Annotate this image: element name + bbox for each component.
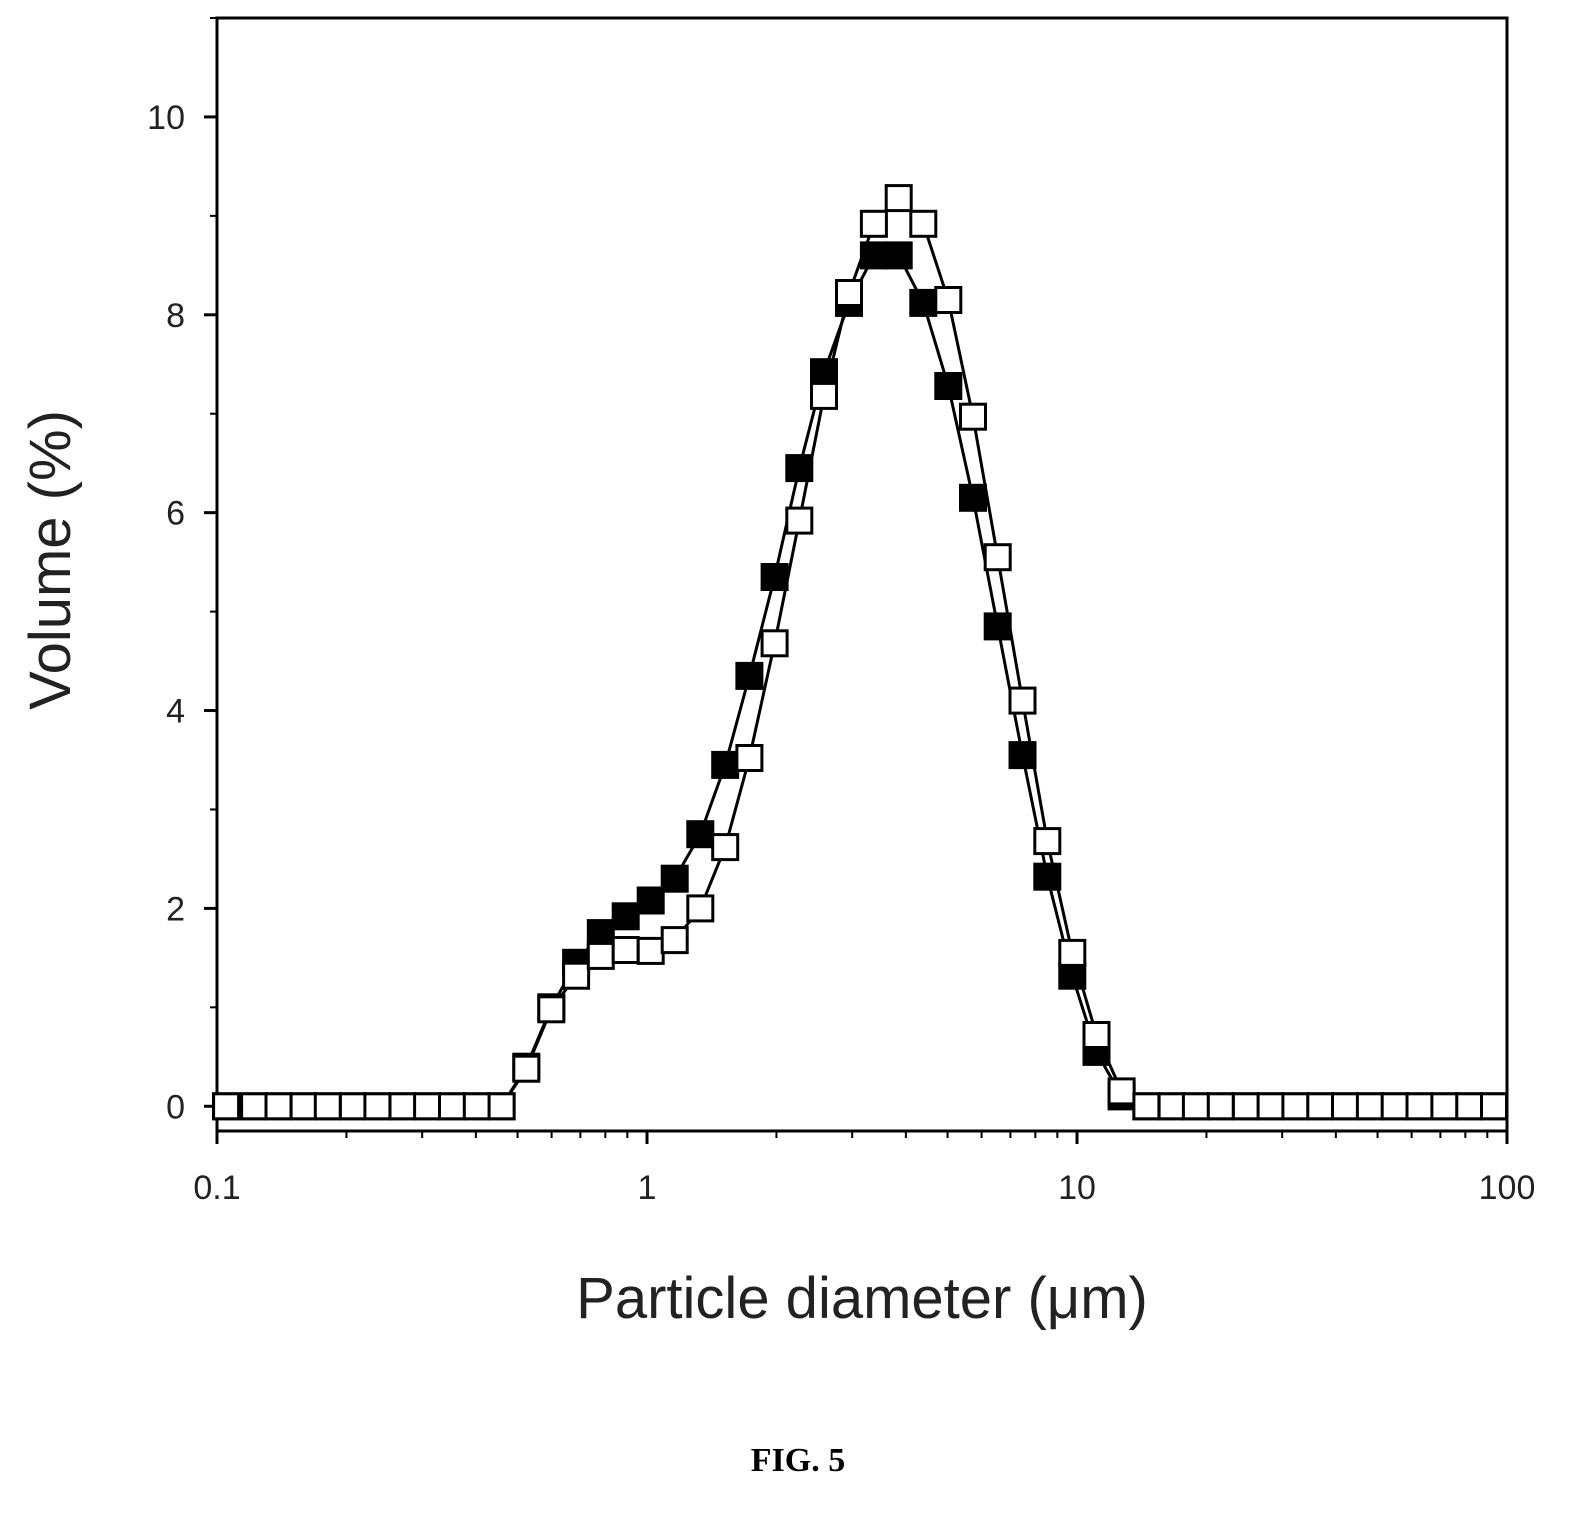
series-layer [212,184,1508,1121]
series-line [226,195,1494,1108]
data-point [512,1054,541,1083]
data-point [586,919,615,948]
data-point [462,1092,491,1121]
data-point [859,209,888,238]
data-point [785,506,814,535]
data-point [785,454,814,483]
data-point [1480,1092,1508,1121]
y-tick-label: 4 [166,693,185,731]
data-point [686,820,715,849]
axis-ticks: 0.1 1 10 100 0 2 4 6 8 10 [147,17,1536,1207]
y-tick-label: 8 [166,297,185,335]
data-point [1331,1092,1359,1121]
data-point [711,750,740,779]
data-point [686,894,715,923]
data-point [959,483,987,512]
y-tick-label: 0 [166,1088,185,1126]
figure-caption: FIG. 5 [750,1442,846,1479]
data-point [760,563,789,591]
data-point [934,372,963,400]
data-point [636,886,665,915]
data-point [487,1092,516,1121]
data-point [909,209,938,238]
data-point [884,184,913,213]
data-point [636,936,665,965]
data-point [388,1092,417,1121]
data-point [835,279,863,307]
data-point [959,402,987,431]
data-point [240,1092,269,1121]
data-point [810,381,838,410]
plot-frame [215,16,1509,1133]
data-point [660,926,689,955]
data-point [1033,827,1062,856]
x-tick-label: 1 [638,1169,657,1207]
x-tick-label: 0.1 [193,1169,240,1207]
data-point [611,902,640,931]
data-point [1206,1092,1235,1121]
data-point [983,543,1012,572]
data-point [1306,1092,1335,1121]
data-point [735,661,764,690]
data-point [537,995,566,1024]
x-tick-label: 100 [1479,1169,1536,1207]
data-point [1455,1092,1484,1121]
data-point [1058,938,1087,967]
data-point [760,629,789,658]
data-point [711,833,740,862]
data-point [1355,1092,1384,1121]
data-point [735,744,764,772]
data-point [289,1092,318,1121]
data-point [1380,1092,1409,1121]
data-point [1256,1092,1285,1121]
data-point [1008,686,1037,715]
data-point [1132,1092,1161,1121]
series-line [226,253,1494,1108]
data-point [1157,1092,1186,1121]
data-point [438,1092,466,1121]
x-axis-title: Particle diameter (μm) [576,1266,1148,1331]
data-point [212,1092,241,1121]
data-point [884,241,913,270]
data-point [934,286,963,314]
data-point [611,936,640,964]
data-point [1430,1092,1459,1121]
y-tick-label: 6 [166,495,185,533]
data-point [313,1092,342,1121]
data-point [660,864,689,893]
series-1 [212,241,1508,1121]
data-point [1082,1021,1111,1049]
data-point [983,612,1012,641]
y-tick-label: 2 [166,890,185,928]
data-point [413,1092,442,1121]
x-tick-label: 10 [1058,1169,1096,1207]
y-tick-label: 10 [147,99,185,137]
data-point [909,288,938,317]
series-2 [212,184,1508,1121]
data-point [1107,1077,1136,1106]
data-point [264,1092,293,1121]
y-axis-title: Volume (%) [18,410,83,710]
data-point [562,961,591,990]
data-point [586,941,615,970]
data-point [338,1092,367,1121]
data-point [1405,1092,1434,1121]
data-point [363,1092,392,1121]
data-point [1181,1092,1210,1121]
data-point [1281,1092,1310,1121]
data-point [1231,1092,1260,1121]
